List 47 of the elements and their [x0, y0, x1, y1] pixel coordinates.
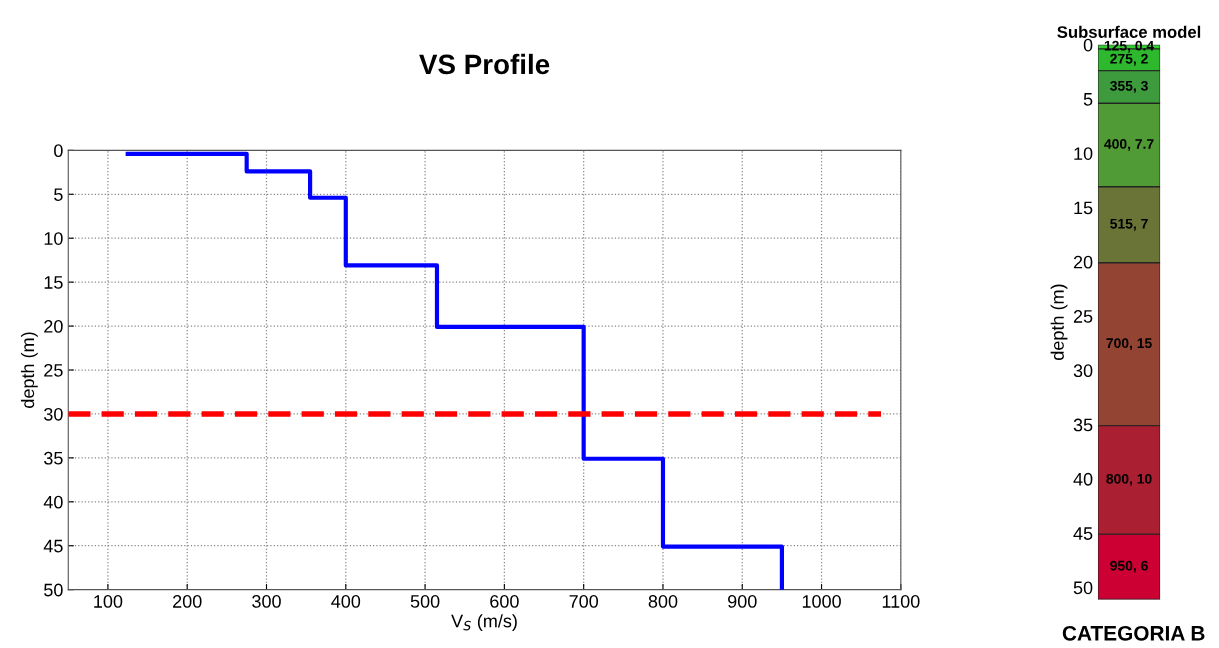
- data-label: 400, 7.7: [1104, 139, 1154, 151]
- x-tick-label: 1100: [882, 595, 920, 608]
- y-tick-label: 0: [54, 144, 63, 158]
- data-label: 700, 15: [1106, 338, 1152, 351]
- x-tick-label: 900: [728, 595, 757, 608]
- y-tick-label: 20: [44, 320, 63, 333]
- y-tick-label: 40: [43, 495, 63, 509]
- data-label: 950, 6: [1110, 560, 1148, 573]
- y-tick-label: 5: [1083, 93, 1093, 106]
- chart-title: Subsurface model: [1057, 25, 1201, 38]
- y-tick-label: 10: [44, 232, 63, 245]
- x-tick-label: 700: [569, 595, 599, 608]
- x-tick-label: 100: [94, 595, 123, 608]
- y-axis-title: depth (m): [20, 332, 38, 408]
- data-label: 515, 7: [1110, 218, 1148, 231]
- y-tick-label: 20: [1073, 255, 1093, 269]
- data-label: 275, 2: [1110, 53, 1148, 66]
- y-tick-label: 45: [43, 539, 63, 553]
- chart-title: VS Profile: [419, 53, 550, 75]
- y-tick-label: 15: [44, 276, 63, 289]
- y-tick-label: 25: [44, 363, 63, 377]
- x-tick-label: 600: [490, 595, 519, 608]
- data-label: 800, 10: [1106, 473, 1152, 486]
- x-tick-label: 200: [173, 595, 202, 608]
- x-tick-label: 1000: [802, 595, 841, 608]
- y-tick-label: 10: [1074, 147, 1093, 160]
- y-tick-label: 5: [54, 188, 63, 201]
- x-tick-label: 300: [252, 595, 281, 608]
- y-tick-label: 50: [44, 583, 63, 597]
- y-tick-label: 40: [1073, 472, 1093, 486]
- y-tick-label: 35: [44, 451, 63, 465]
- x-tick-label: 500: [410, 595, 440, 608]
- x-axis-title: V$_{S}$ (m/s): [451, 614, 517, 631]
- data-label: 355, 3: [1110, 80, 1148, 93]
- x-tick-label: 800: [648, 595, 678, 608]
- line-series: [125, 151, 784, 590]
- y-tick-label: 50: [1073, 581, 1093, 595]
- y-tick-label: 45: [1073, 527, 1093, 540]
- y-tick-label: 0: [1083, 38, 1093, 52]
- y-tick-label: 30: [1073, 364, 1093, 378]
- y-tick-label: 35: [1073, 418, 1093, 432]
- x-tick-label: 400: [331, 595, 361, 608]
- y-tick-label: 30: [44, 407, 63, 421]
- y-tick-label: 15: [1074, 201, 1093, 215]
- text: CATEGORIA B: [1062, 625, 1205, 641]
- y-tick-label: 25: [1073, 310, 1093, 323]
- y-axis-title: depth (m): [1050, 284, 1068, 360]
